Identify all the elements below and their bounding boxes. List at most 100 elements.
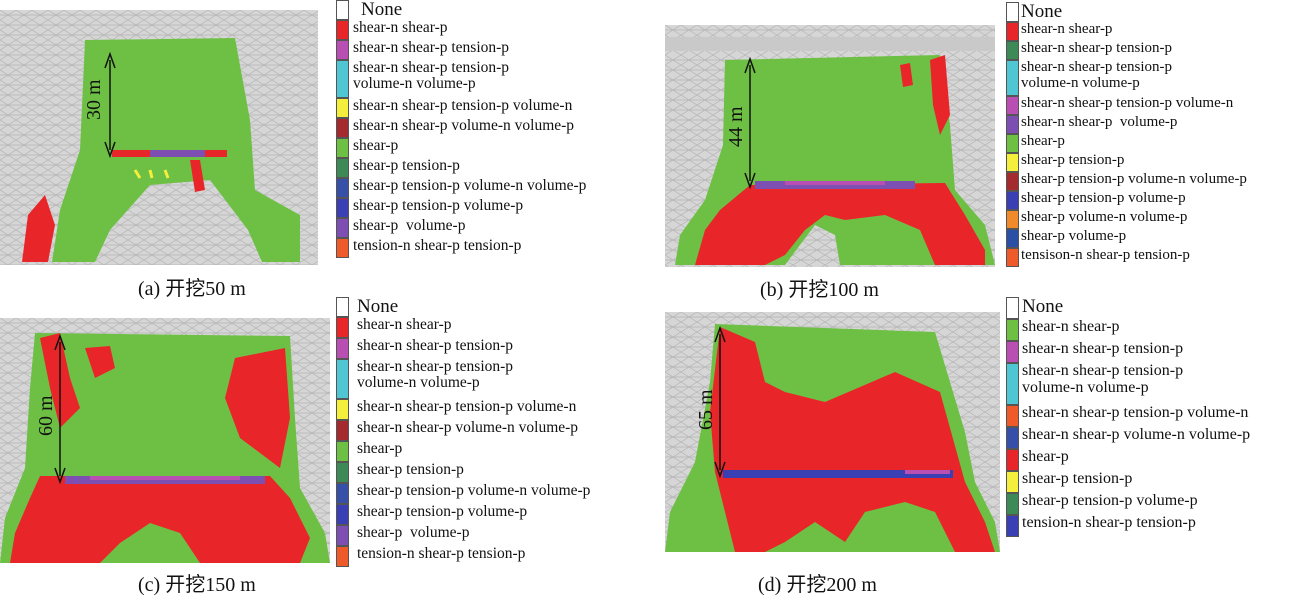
legend-swatch [336, 297, 349, 317]
legend-label: shear-n shear-p [1021, 21, 1113, 37]
legend-swatch [1006, 319, 1019, 341]
legend-item: shear-p tension-p volume-p [336, 197, 586, 218]
legend-swatch [336, 525, 349, 546]
legend-item: shear-n shear-p tension-p [336, 39, 586, 60]
legend-item: shear-n shear-p [1006, 318, 1250, 341]
legend-swatch [1006, 229, 1019, 248]
dimension-label-d: 65 m [695, 389, 717, 430]
legend-swatch [336, 198, 349, 218]
legend-label: None [1022, 296, 1064, 317]
legend-label: shear-n shear-p tension-p [357, 337, 514, 354]
legend-label: None [361, 0, 403, 20]
legend-swatch [336, 178, 349, 198]
legend-swatch [1006, 134, 1019, 153]
model-image-c: 60 m [0, 318, 330, 563]
legend-swatch [336, 138, 349, 158]
legend-label: shear-n shear-p [357, 316, 452, 333]
legend-label: tension-n shear-p tension-p [357, 545, 526, 562]
legend-item: shear-n shear-p tension-p volume-n volum… [336, 59, 586, 98]
legend-item: None [336, 297, 590, 317]
legend-swatch [336, 158, 349, 178]
legend-swatch [336, 504, 349, 525]
caption-b: (b) 开挖100 m [760, 279, 879, 301]
legend-item: shear-p tension-p volume-n volume-p [336, 482, 590, 504]
legend-item: shear-n shear-p tension-p volume-n volum… [336, 358, 590, 399]
legend-swatch [336, 98, 349, 118]
legend-item: shear-n shear-p tension-p volume-n [1006, 95, 1247, 115]
legend-label: shear-n shear-p tension-p [1021, 40, 1173, 56]
legend-label: shear-n shear-p volume-n volume-p [357, 419, 579, 436]
legend-swatch [336, 40, 349, 60]
legend-swatch [1006, 2, 1019, 22]
legend-label: shear-n shear-p tension-p volume-n volum… [353, 59, 510, 93]
legend-swatch [336, 399, 349, 420]
legend-swatch [1006, 427, 1019, 449]
legend-label: shear-p tension-p [357, 461, 464, 478]
legend-label: tensison-n shear-p tension-p [1021, 247, 1190, 263]
plot-a: 30 m [0, 10, 318, 265]
caption-c: (c) 开挖150 m [138, 574, 256, 596]
legend-item: shear-p tension-p volume-n volume-p [1006, 171, 1247, 191]
legend-label: shear-p volume-p [357, 524, 470, 541]
legend-label: shear-n shear-p tension-p volume-n [1021, 95, 1234, 111]
plot-c: 60 m [0, 318, 330, 563]
legend-label: shear-n shear-p volume-n volume-p [353, 117, 575, 134]
legend-swatch [336, 60, 349, 98]
legend-swatch [1006, 115, 1019, 134]
legend-swatch [336, 118, 349, 138]
legend-swatch [336, 483, 349, 504]
legend-item: shear-n shear-p tension-p volume-n volum… [1006, 59, 1247, 96]
legend-label: None [1021, 1, 1063, 22]
legend-item: shear-n shear-p [1006, 21, 1247, 41]
legend-swatch [1006, 341, 1019, 363]
legend-item: shear-n shear-p tension-p volume-n volum… [1006, 362, 1250, 405]
legend-label: shear-p volume-p [353, 217, 466, 234]
legend-swatch [1006, 493, 1019, 515]
legend-swatch [1006, 172, 1019, 191]
legend-label: shear-p tension-p volume-p [353, 197, 524, 214]
legend-swatch [1006, 96, 1019, 115]
legend-swatch [336, 218, 349, 238]
legend-item: shear-p [336, 440, 590, 462]
legend-label: shear-p tension-p [353, 157, 460, 174]
legend-item: shear-n shear-p tension-p volume-n [336, 97, 586, 118]
legend-item: None [1006, 297, 1250, 319]
legend-label: tension-n shear-p tension-p [1022, 514, 1196, 531]
legend-item: shear-p [336, 137, 586, 158]
legend-label: tension-n shear-p tension-p [353, 237, 522, 254]
legend-item: shear-p volume-p [336, 217, 586, 238]
legend-item: shear-n shear-p tension-p [336, 337, 590, 359]
legend-label: None [357, 296, 399, 317]
legend-item: shear-n shear-p tension-p volume-n [1006, 404, 1250, 427]
legend-label: shear-n shear-p volume-p [1021, 114, 1178, 130]
legend-item: shear-p [1006, 133, 1247, 153]
legend-item: shear-p tension-p [336, 461, 590, 483]
legend-label: shear-p tension-p volume-p [357, 503, 528, 520]
legend-label: shear-n shear-p tension-p [353, 39, 510, 56]
legend-item: shear-p volume-n volume-p [1006, 209, 1247, 229]
legend-swatch [1006, 153, 1019, 172]
legend-swatch [1006, 515, 1019, 537]
legend-item: None [1006, 2, 1247, 22]
dimension-label-a: 30 m [83, 79, 105, 120]
legend-swatch [1006, 363, 1019, 405]
legend-b: None shear-n shear-p shear-n shear-p ten… [1006, 2, 1247, 267]
legend-item: shear-p tension-p [336, 157, 586, 178]
legend-label: shear-p tension-p volume-n volume-p [1021, 171, 1247, 187]
model-image-a: 30 m [0, 10, 318, 265]
legend-item: tension-n shear-p tension-p [336, 545, 590, 567]
legend-item: shear-n shear-p volume-n volume-p [1006, 426, 1250, 449]
legend-swatch [336, 317, 349, 338]
legend-item: shear-n shear-p [336, 19, 586, 40]
legend-item: None [336, 0, 586, 20]
legend-label: shear-p [1021, 133, 1065, 149]
legend-label: shear-p [1022, 448, 1069, 465]
legend-swatch [336, 20, 349, 40]
legend-item: shear-p tension-p volume-p [1006, 492, 1250, 515]
legend-label: shear-p tension-p volume-p [1022, 492, 1198, 509]
legend-label: shear-p tension-p volume-p [1021, 190, 1186, 206]
dimension-label-b: 44 m [725, 106, 747, 147]
legend-label: shear-p tension-p [1021, 152, 1125, 168]
legend-item: shear-p tension-p volume-n volume-p [336, 177, 586, 198]
legend-swatch [336, 0, 349, 20]
